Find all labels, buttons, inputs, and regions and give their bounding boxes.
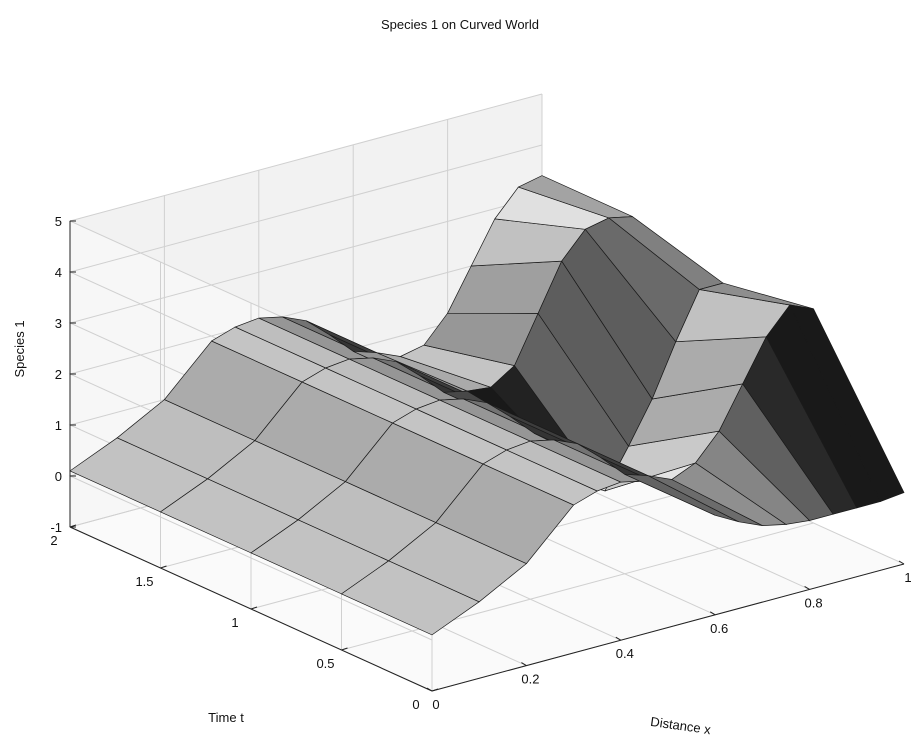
z-tick-label-3: 2 xyxy=(55,367,62,382)
x-tick-mark-2 xyxy=(615,636,622,641)
t-tick-mark-0 xyxy=(431,688,439,692)
x-tick-label-3: 0.6 xyxy=(710,621,728,636)
x-tick-label-4: 0.8 xyxy=(805,595,823,610)
t-tick-label-4: 2 xyxy=(50,533,57,548)
x-tick-mark-0 xyxy=(426,687,433,692)
t-tick-mark-3 xyxy=(160,565,167,569)
z-tick-label-6: 5 xyxy=(55,214,62,229)
x-tick-mark-3 xyxy=(709,611,716,616)
x-tick-mark-1 xyxy=(521,662,527,667)
x-axis-line xyxy=(431,563,905,692)
x-tick-label-1: 0.2 xyxy=(521,672,539,687)
z-tick-label-4: 3 xyxy=(55,316,62,331)
x-tick-label-2: 0.4 xyxy=(616,646,634,661)
chart-title: Species 1 on Curved World xyxy=(381,17,539,32)
z-tick-label-0: -1 xyxy=(50,520,62,535)
t-tick-mark-2 xyxy=(250,606,258,610)
x-tick-mark-4 xyxy=(804,585,810,590)
t-tick-label-0: 0 xyxy=(412,697,419,712)
surface-face-0-16 xyxy=(789,304,905,502)
x-tick-label-0: 0 xyxy=(432,697,439,712)
z-tick-label-2: 1 xyxy=(55,418,62,433)
t-tick-label-3: 1.5 xyxy=(135,574,153,589)
y-axis-label: Time t xyxy=(208,710,244,725)
t-tick-mark-1 xyxy=(341,647,348,651)
x-tick-mark-5 xyxy=(898,560,905,565)
x-axis-label: Distance x xyxy=(650,714,713,737)
surface-mesh xyxy=(69,175,905,636)
t-tick-label-1: 0.5 xyxy=(316,656,334,671)
t-tick-label-2: 1 xyxy=(231,615,238,630)
z-axis-label: Species 1 xyxy=(12,320,27,377)
z-tick-label-1: 0 xyxy=(55,469,62,484)
z-tick-label-5: 4 xyxy=(55,265,62,280)
x-tick-label-5: 1 xyxy=(904,570,911,585)
